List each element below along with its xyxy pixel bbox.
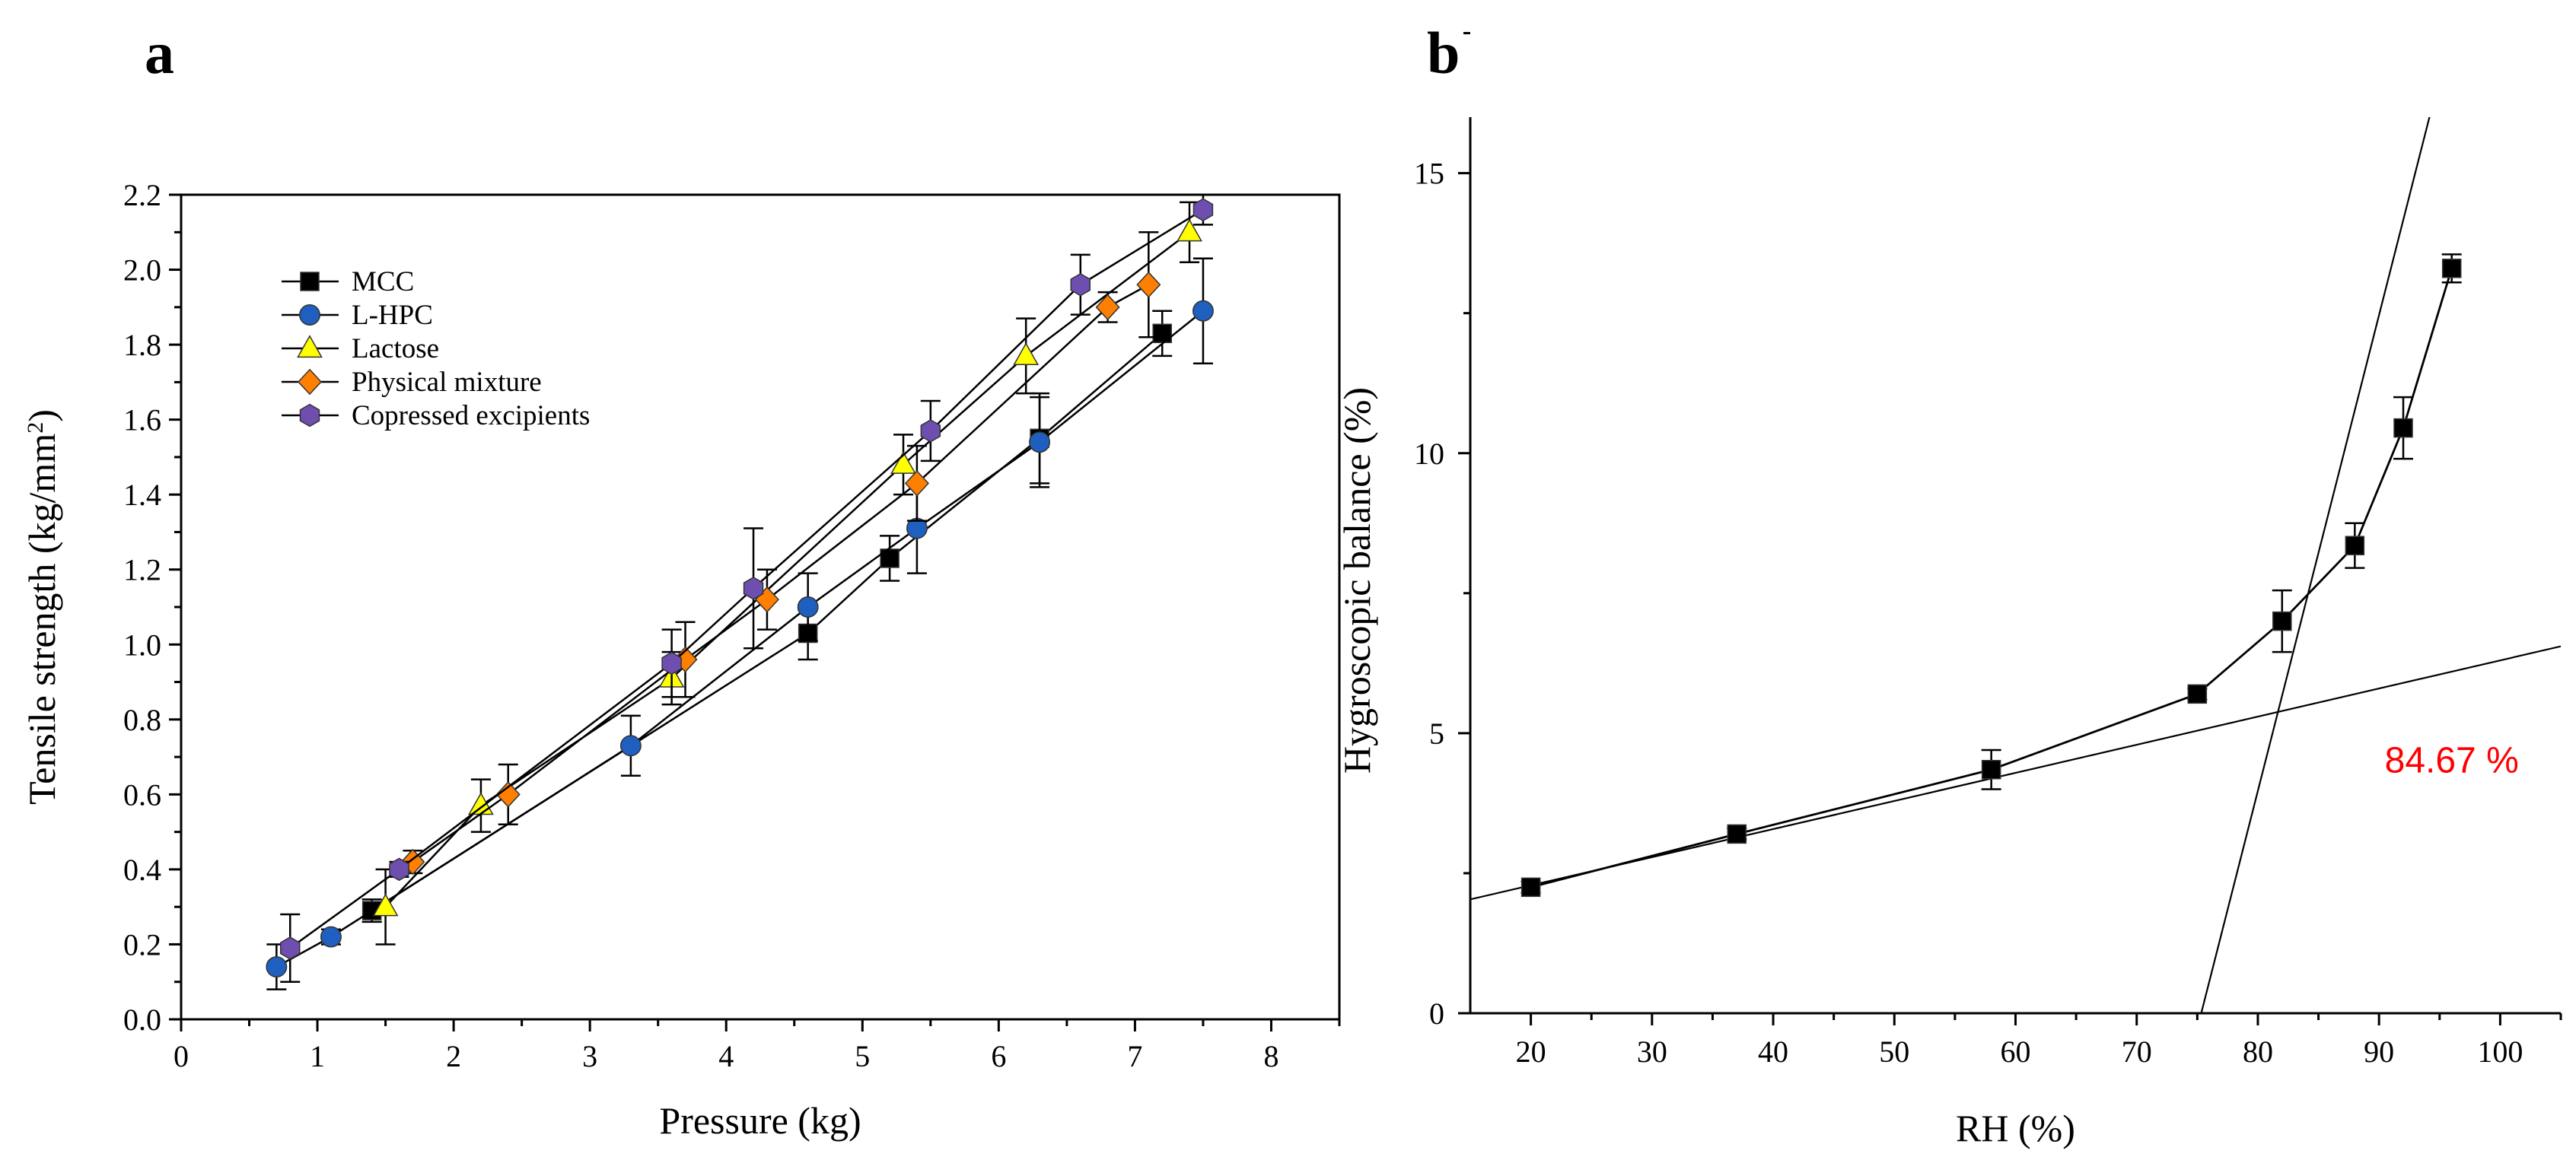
y-tick-label-a: 1.8: [123, 328, 161, 362]
data-point: [1013, 342, 1040, 366]
x-axis-title-b: RH (%): [1956, 1107, 2075, 1149]
y-axis-title-a-end: ): [21, 409, 63, 422]
data-point: [1192, 198, 1214, 221]
x-tick-label-b: 100: [2477, 1035, 2523, 1069]
data-point: [2441, 259, 2462, 278]
fit-line: [2200, 117, 2431, 1013]
x-tick-label-b: 60: [2001, 1035, 2031, 1069]
y-tick-label-b: 5: [1429, 717, 1444, 751]
data-point: [2345, 536, 2365, 555]
legend-label: Physical mixture: [352, 367, 542, 398]
annotation-intersection: 84.67 %: [2385, 740, 2519, 780]
legend-marker: [299, 304, 320, 326]
y-tick-label-a: 1.2: [123, 553, 161, 587]
x-tick-label-b: 70: [2122, 1035, 2152, 1069]
legend-marker: [297, 335, 323, 358]
y-tick-label-a: 0.2: [123, 927, 161, 962]
data-point: [1981, 759, 2001, 780]
data-point: [266, 956, 288, 977]
data-point: [2187, 684, 2208, 704]
series-line: [1530, 268, 2453, 888]
y-tick-label-a: 0.6: [123, 777, 161, 812]
x-tick-label-a: 8: [1263, 1039, 1278, 1073]
legend-label: Copressed excipients: [352, 400, 590, 431]
series-hygroscopic-balance: [1520, 253, 2462, 898]
x-tick-label-a: 6: [991, 1039, 1006, 1073]
x-tick-label-b: 80: [2243, 1035, 2273, 1069]
data-point: [280, 936, 301, 960]
data-point: [1520, 877, 1541, 898]
data-point: [1070, 272, 1091, 297]
data-point: [2272, 611, 2292, 631]
data-point: [920, 419, 941, 443]
data-point: [743, 577, 764, 600]
legend-marker: [297, 368, 323, 396]
data-point: [372, 893, 399, 917]
legend-label: L-HPC: [352, 300, 433, 331]
y-axis-title-a-main: Tensile strength (kg/mm: [21, 434, 63, 805]
x-axis-title-a: Pressure (kg): [659, 1099, 861, 1142]
y-tick-label-a: 0.0: [123, 1003, 161, 1037]
x-tick-label-b: 40: [1758, 1035, 1788, 1069]
data-point: [797, 596, 819, 618]
y-tick-label-a: 1.4: [123, 478, 161, 512]
data-point: [468, 792, 494, 815]
x-tick-label-a: 5: [855, 1039, 870, 1073]
legend-marker: [300, 272, 320, 291]
data-point: [904, 470, 929, 497]
y-tick-label-a: 2.0: [123, 253, 161, 288]
y-axis-title-a: Tensile strength (kg/mm2): [21, 409, 63, 805]
y-axis-title-b: Hygroscopic balance (%): [1336, 387, 1378, 774]
x-tick-label-b: 90: [2364, 1035, 2394, 1069]
panel-a-chart: 0 1 2 3 4 5 6 7 8 0.0 0.2 0.4 0.6 0.8 1.0 1.2 1.4 1.6 1.8 2…: [21, 178, 1341, 1142]
x-tick-label-a: 3: [582, 1039, 597, 1073]
x-tick-label-a: 1: [310, 1039, 325, 1073]
x-tick-label-a: 4: [718, 1039, 734, 1073]
y-tick-label-a: 1.6: [123, 403, 161, 437]
x-tick-label-a: 0: [174, 1039, 189, 1073]
fit-line: [1470, 645, 2561, 901]
y-tick-label-a: 1.0: [123, 628, 161, 662]
x-tick-label-b: 50: [1879, 1035, 1909, 1069]
data-point: [2393, 418, 2413, 438]
data-point: [389, 857, 409, 882]
data-point: [1136, 271, 1161, 298]
series-lactose: [372, 201, 1202, 946]
x-tick-label-b: 30: [1637, 1035, 1667, 1069]
data-point: [890, 451, 916, 474]
data-point: [661, 651, 682, 675]
y-tick-label-a: 0.4: [123, 853, 161, 887]
y-axis-title-a-sup: 2: [23, 422, 48, 434]
series-line: [384, 231, 1190, 908]
series-l-hpc: [266, 257, 1214, 990]
series-copressed-excipients: [280, 193, 1214, 983]
y-tick-label-a: 2.2: [123, 178, 161, 212]
y-tick-label-b: 10: [1414, 437, 1444, 471]
data-point: [1192, 300, 1214, 322]
x-tick-label-b: 20: [1516, 1035, 1546, 1069]
data-point: [619, 735, 642, 757]
panel-letter-b: b: [1427, 20, 1460, 86]
data-point: [1095, 294, 1120, 321]
panel-letter-a: a: [145, 20, 174, 86]
fit-lines-b: [1470, 117, 2561, 1013]
x-tick-label-a: 7: [1127, 1039, 1142, 1073]
series-physical-mixture: [400, 231, 1161, 876]
legend-marker: [299, 403, 320, 428]
panel-b-chart: 20 30 40 50 60 70 80 90 100 0 5 10 15 RH (%) Hygroscop…: [1336, 32, 2562, 1149]
data-point: [320, 926, 342, 948]
data-point: [1177, 218, 1202, 242]
data-point: [1727, 824, 1747, 844]
data-point: [495, 781, 521, 808]
y-tick-label-b: 0: [1429, 996, 1444, 1031]
data-point: [1029, 431, 1051, 453]
x-tick-label-a: 2: [446, 1039, 461, 1073]
y-tick-label-a: 0.8: [123, 703, 161, 737]
y-tick-label-b: 15: [1414, 157, 1444, 191]
legend-label: MCC: [352, 266, 414, 297]
legend-label: Lactose: [352, 333, 439, 364]
